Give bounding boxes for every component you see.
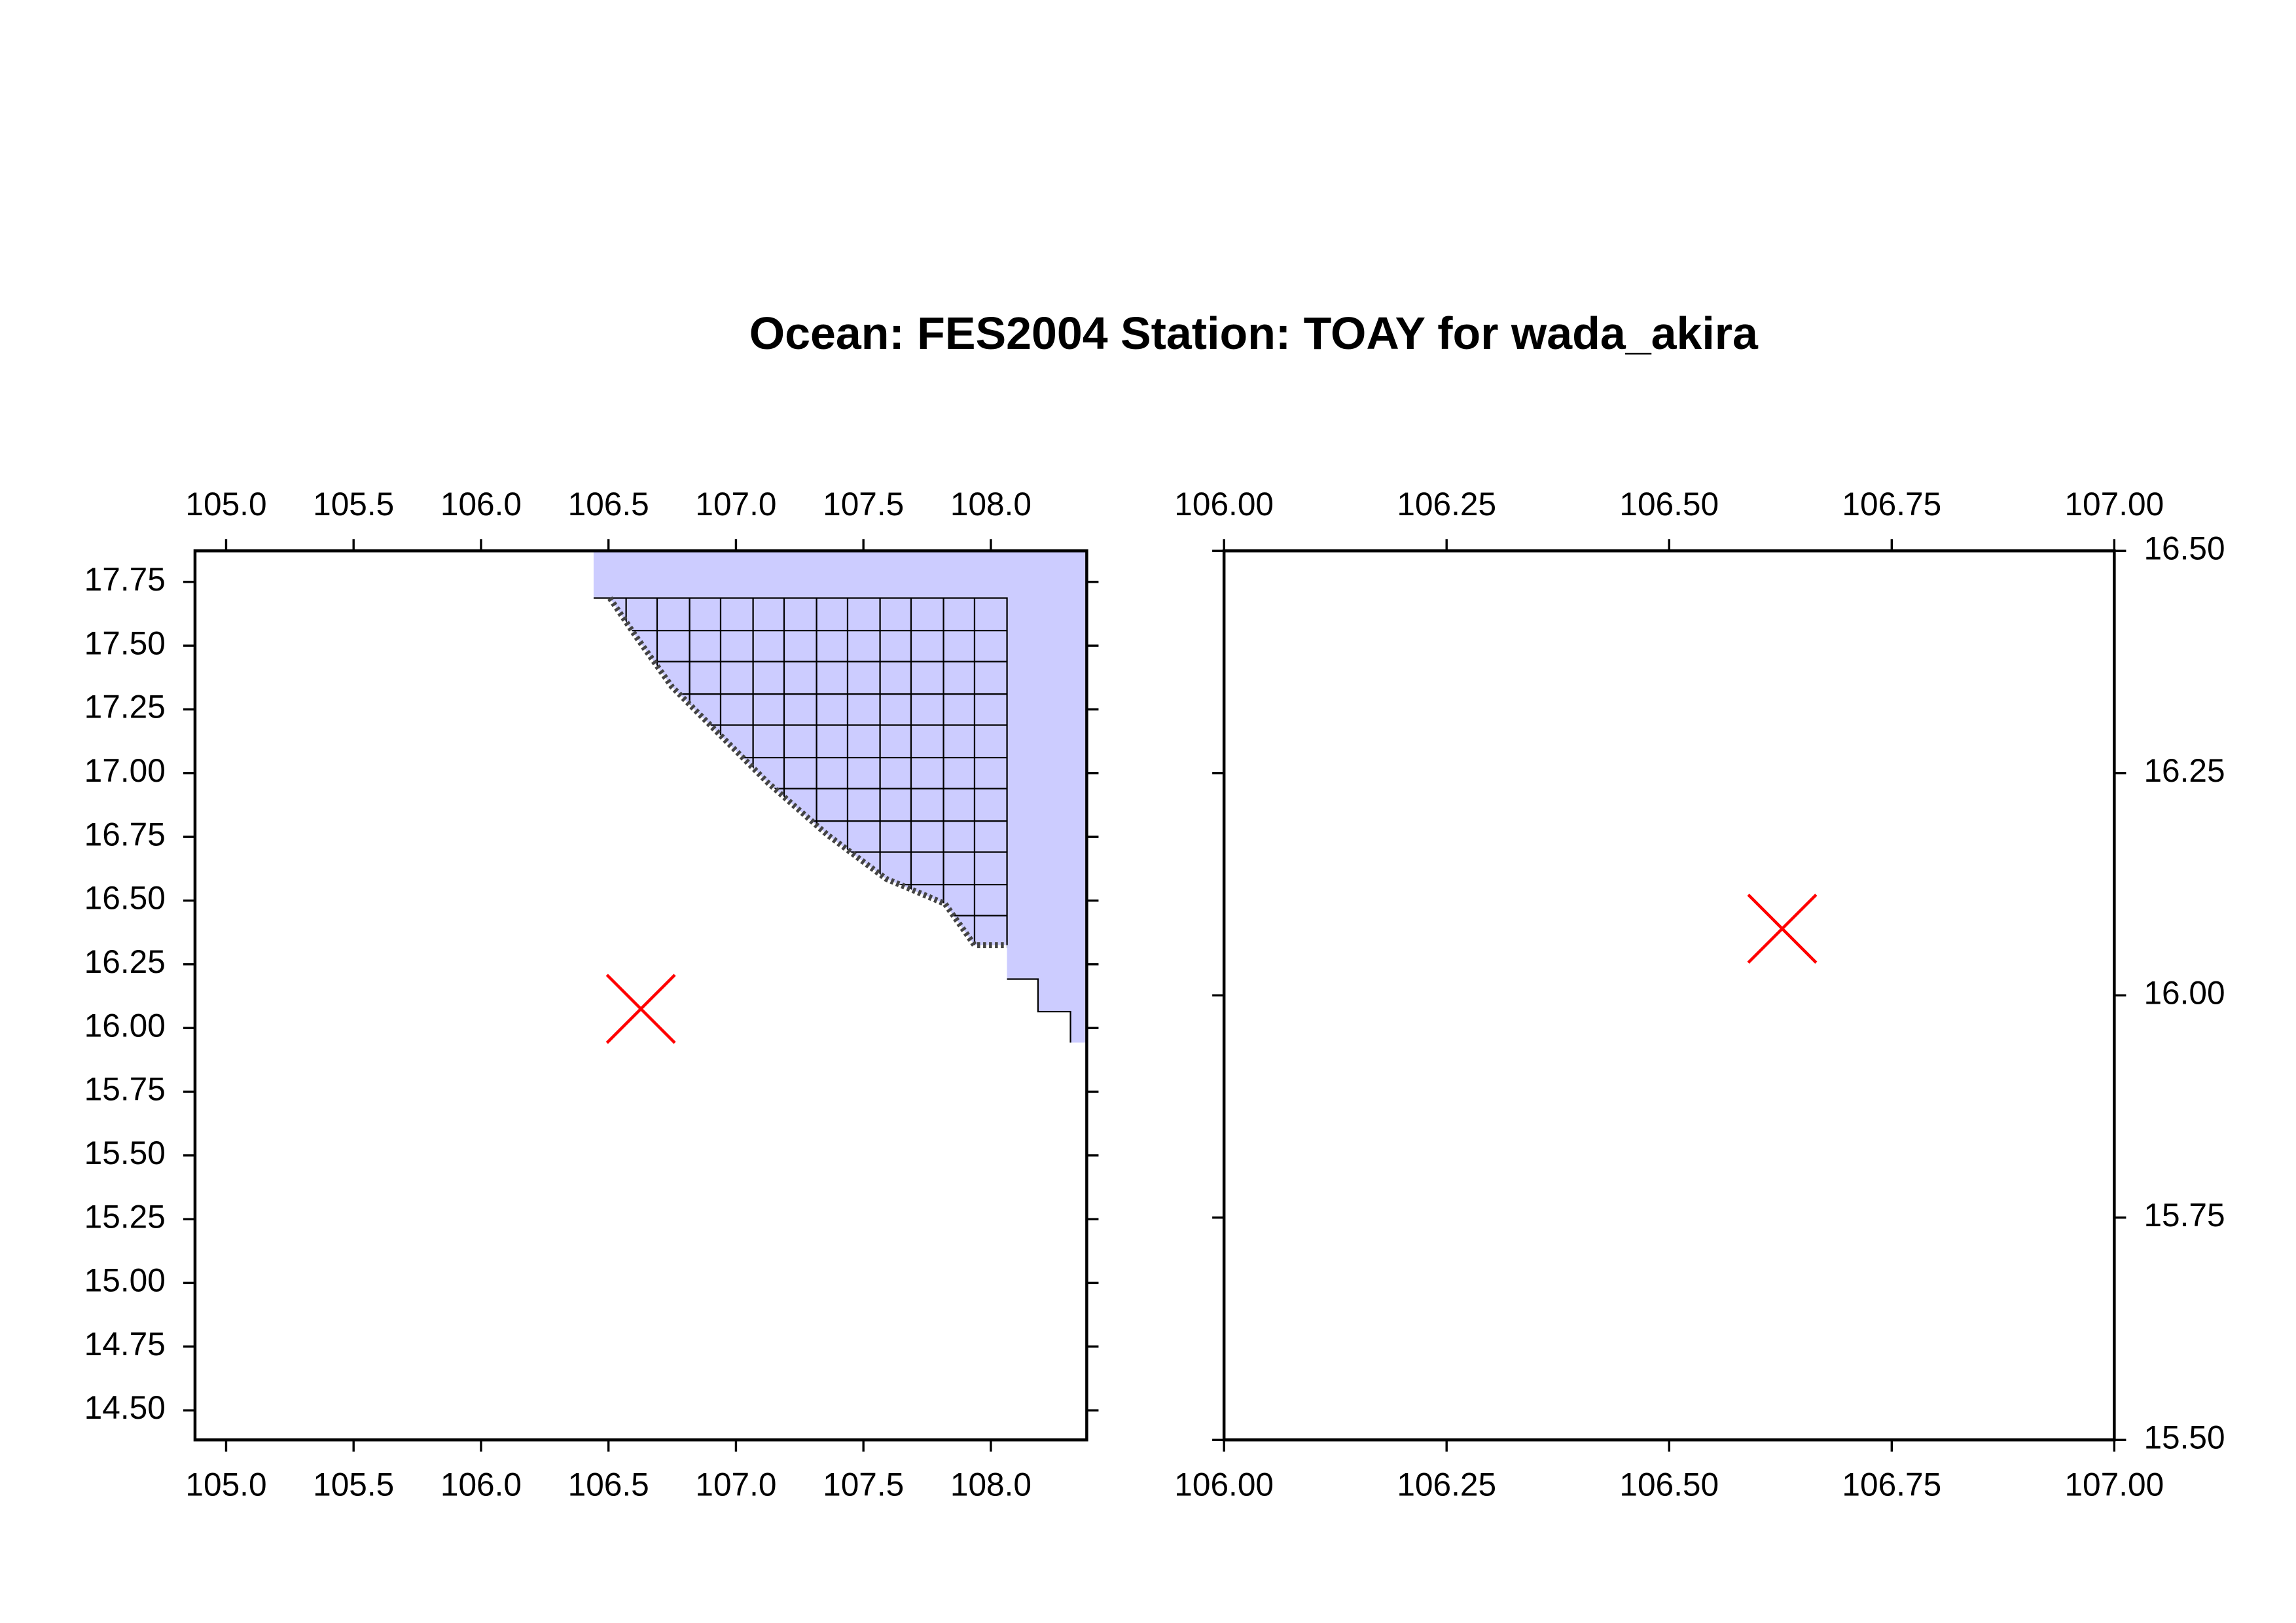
x-tick-label: 108.0: [950, 1467, 1031, 1503]
coastline: [607, 596, 1007, 949]
chart-title: Ocean: FES2004 Station: TOAY for wada_ak…: [749, 308, 1759, 359]
y-tick-label: 17.75: [84, 561, 166, 598]
x-tick-label: 107.5: [823, 1467, 904, 1503]
x-tick-label: 107.0: [695, 486, 776, 522]
x-tick-label: 108.0: [950, 486, 1031, 522]
y-tick-label: 17.50: [84, 625, 166, 661]
y-tick-label: 15.50: [84, 1135, 166, 1171]
x-tick-label: 107.0: [695, 1467, 776, 1503]
y-tick-label: 14.75: [84, 1326, 166, 1362]
y-tick-label: 16.00: [2144, 974, 2225, 1011]
y-tick-label: 15.25: [84, 1198, 166, 1235]
y-tick-label: 15.75: [84, 1071, 166, 1108]
y-tick-label: 15.75: [2144, 1197, 2225, 1233]
y-tick-label: 15.50: [2144, 1419, 2225, 1455]
x-tick-label: 106.0: [440, 1467, 522, 1503]
x-tick-label: 105.5: [313, 1467, 394, 1503]
x-tick-label: 105.5: [313, 486, 394, 522]
station-marker: [1747, 894, 1818, 964]
x-tick-label: 106.5: [568, 1467, 649, 1503]
y-tick-label: 16.50: [2144, 530, 2225, 566]
x-tick-label: 106.00: [1174, 486, 1274, 522]
x-tick-label: 106.5: [568, 486, 649, 522]
y-tick-label: 16.25: [84, 943, 166, 980]
y-tick-label: 15.00: [84, 1262, 166, 1299]
y-tick-label: 16.75: [84, 816, 166, 852]
y-tick-label: 17.00: [84, 752, 166, 789]
x-tick-label: 106.0: [440, 486, 522, 522]
y-tick-label: 16.50: [84, 880, 166, 917]
x-tick-label: 106.75: [1842, 486, 1941, 522]
mesh-area: [593, 551, 1087, 1043]
x-tick-label: 106.75: [1842, 1467, 1941, 1503]
x-tick-label: 105.0: [185, 486, 266, 522]
ocean-mesh: [593, 551, 1087, 1043]
x-tick-label: 106.00: [1174, 1467, 1274, 1503]
x-tick-label: 106.50: [1619, 1467, 1719, 1503]
x-tick-label: 107.00: [2064, 486, 2164, 522]
y-tick-label: 16.25: [2144, 752, 2225, 789]
x-tick-label: 106.25: [1397, 486, 1496, 522]
y-tick-label: 17.25: [84, 689, 166, 725]
station-marker: [605, 974, 676, 1044]
x-tick-label: 106.50: [1619, 486, 1719, 522]
x-tick-label: 105.0: [185, 1467, 266, 1503]
plot-frame: [1222, 549, 2116, 1442]
y-tick-label: 14.50: [84, 1389, 166, 1426]
plot-frame: [193, 549, 1088, 1442]
x-tick-label: 106.25: [1397, 1467, 1496, 1503]
x-tick-label: 107.00: [2064, 1467, 2164, 1503]
y-tick-label: 16.00: [84, 1007, 166, 1044]
x-tick-label: 107.5: [823, 486, 904, 522]
